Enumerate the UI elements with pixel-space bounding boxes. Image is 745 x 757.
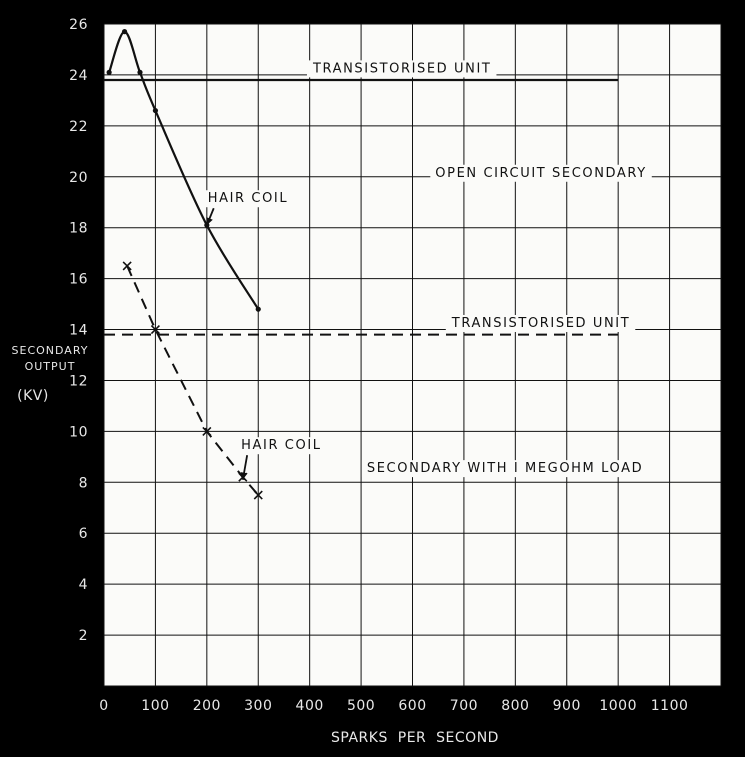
y-tick-label: 14 (69, 323, 88, 339)
annotation-backing (236, 437, 327, 455)
annotation-text: HAIR COIL (241, 438, 321, 453)
x-tick-label: 100 (141, 698, 169, 714)
x-axis-label: SPARKS PER SECOND (331, 730, 499, 746)
data-point (152, 107, 159, 114)
x-tick-label: 1000 (599, 698, 637, 714)
annotation-text: SECONDARY WITH I MEGOHM LOAD (367, 461, 643, 476)
y-tick-label: 22 (69, 119, 88, 135)
annotation: HAIR COIL (236, 437, 327, 480)
annotation-arrowhead (240, 472, 248, 480)
annotation: SECONDARY WITH I MEGOHM LOAD (361, 460, 649, 478)
y-tick-label: 18 (69, 221, 88, 237)
y-tick-label: 12 (69, 373, 88, 389)
data-point (253, 490, 263, 500)
annotation-text: TRANSISTORISED UNIT (312, 61, 491, 76)
annotation-text: HAIR COIL (208, 191, 288, 206)
x-tick-label: 400 (296, 698, 324, 714)
data-point (255, 306, 261, 312)
y-tick-label: 26 (69, 17, 88, 33)
x-tick-label: 300 (244, 698, 272, 714)
annotation-text: TRANSISTORISED UNIT (451, 316, 630, 331)
y-axis-label-line-3: (KV) (17, 388, 49, 404)
y-axis-label-line-1: SECONDARY (12, 344, 89, 357)
y-tick-label: 2 (79, 628, 88, 644)
y-tick-label: 8 (79, 475, 88, 491)
x-tick-label: 700 (450, 698, 478, 714)
annotation-arrowhead (206, 217, 213, 226)
x-tick-label: 600 (398, 698, 426, 714)
x-tick-label: 200 (193, 698, 221, 714)
data-point (121, 29, 128, 35)
annotation: OPEN CIRCUIT SECONDARY (430, 164, 652, 182)
y-tick-label: 24 (69, 68, 88, 84)
data-point (202, 426, 212, 436)
annotation-backing (202, 190, 294, 208)
annotation-backing (445, 314, 636, 332)
annotation: HAIR COIL (202, 190, 294, 226)
x-tick-label: 800 (501, 698, 529, 714)
annotation: TRANSISTORISED UNIT (306, 60, 497, 78)
annotation-backing (361, 460, 649, 478)
x-tick-label: 1100 (651, 698, 689, 714)
y-tick-label: 10 (69, 424, 88, 440)
x-tick-label: 900 (553, 698, 581, 714)
y-tick-label: 20 (69, 170, 88, 186)
annotation: TRANSISTORISED UNIT (445, 314, 636, 332)
series (122, 261, 263, 500)
annotation-text: OPEN CIRCUIT SECONDARY (435, 166, 646, 181)
y-axis-label-line-2: OUTPUT (25, 360, 76, 373)
x-tick-label: 0 (99, 698, 108, 714)
annotation-backing (306, 60, 497, 78)
data-point (150, 324, 160, 335)
x-tick-label: 500 (347, 698, 375, 714)
y-tick-label: 16 (69, 272, 88, 288)
data-point (106, 69, 112, 75)
annotation-backing (430, 164, 652, 182)
y-tick-label: 4 (79, 577, 88, 593)
y-tick-label: 6 (79, 526, 88, 542)
series (106, 29, 261, 312)
data-point (137, 69, 143, 75)
data-point (122, 261, 132, 271)
